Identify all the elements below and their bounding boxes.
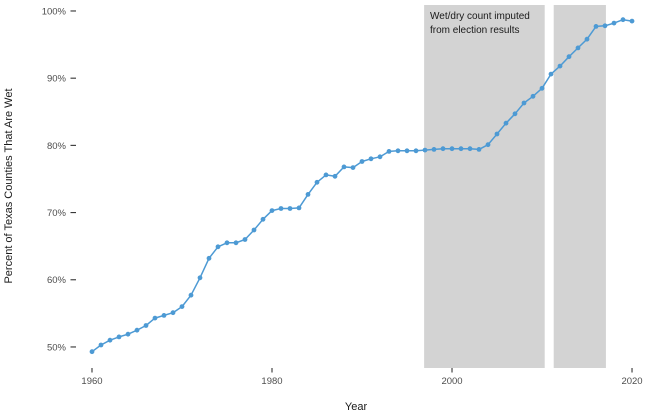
data-point [170, 310, 176, 316]
data-point [350, 165, 356, 171]
data-point [287, 206, 293, 211]
data-point [602, 23, 608, 29]
data-point [521, 100, 527, 106]
y-tick-label: 60% [47, 275, 67, 286]
annotation-line-2: from election results [430, 25, 519, 36]
data-point [116, 334, 122, 340]
y-tick-label: 100% [42, 6, 67, 17]
x-tick-label: 2000 [441, 376, 462, 387]
data-point [233, 240, 239, 246]
data-point [449, 146, 455, 152]
data-point [323, 172, 329, 178]
data-point [467, 146, 473, 152]
trend-line [91, 18, 633, 353]
data-point [548, 71, 554, 77]
x-tick-label: 1980 [261, 376, 282, 387]
shaded-band [553, 5, 606, 368]
data-point [620, 17, 626, 23]
data-point [512, 111, 518, 117]
data-point [530, 93, 536, 99]
y-axis-title: Percent of Texas Counties That Are Wet [3, 88, 15, 283]
data-point [224, 240, 230, 246]
data-point [206, 255, 212, 261]
data-point [503, 120, 509, 126]
y-tick-label: 70% [47, 208, 67, 219]
data-point [584, 36, 590, 42]
data-point [485, 142, 491, 148]
data-point [125, 331, 131, 337]
data-point [341, 164, 347, 170]
data-point [179, 304, 185, 309]
data-point [296, 205, 302, 211]
data-point [593, 24, 599, 29]
data-point [440, 146, 446, 152]
x-tick-label: 2020 [621, 376, 642, 387]
data-point [539, 85, 545, 91]
x-tick-label: 1960 [81, 376, 102, 387]
data-point [89, 349, 95, 355]
axis-ticks: 50% 60% 70% 80% 90% 100% 1960 1980 2000 2020 [42, 6, 643, 387]
data-point [134, 327, 140, 333]
data-point [368, 156, 374, 162]
data-point [161, 313, 167, 318]
data-point [242, 237, 248, 242]
data-point [377, 154, 383, 160]
data-point [566, 54, 572, 60]
data-point [278, 206, 284, 211]
data-point [314, 179, 320, 185]
data-point [197, 275, 203, 281]
y-tick-label: 90% [47, 74, 67, 85]
x-axis-title: Year [345, 401, 368, 413]
y-tick-label: 50% [47, 342, 67, 353]
data-point [251, 227, 257, 233]
data-point [422, 147, 428, 153]
imputed-period-bands [424, 5, 606, 368]
data-point [143, 323, 149, 328]
annotation-line-1: Wet/dry count imputed [430, 11, 530, 22]
y-tick-label: 80% [47, 141, 67, 152]
shaded-band [424, 5, 545, 368]
data-point [431, 147, 437, 152]
data-point [404, 148, 410, 154]
data-series [89, 17, 635, 355]
data-point [260, 216, 266, 222]
data-point [98, 342, 104, 348]
data-point [476, 147, 482, 152]
data-point [395, 148, 401, 154]
data-point [386, 149, 392, 154]
data-point [557, 63, 563, 69]
data-point [458, 146, 464, 152]
data-point [305, 192, 311, 197]
data-point [215, 244, 221, 250]
data-point [575, 45, 581, 51]
data-point [629, 18, 635, 24]
data-point [188, 292, 194, 298]
data-point [611, 20, 617, 26]
data-point [494, 131, 500, 137]
data-point [107, 337, 113, 343]
data-point [269, 208, 275, 214]
data-point [359, 159, 365, 164]
data-point [332, 173, 338, 179]
data-point [413, 148, 419, 154]
data-point [152, 315, 158, 321]
